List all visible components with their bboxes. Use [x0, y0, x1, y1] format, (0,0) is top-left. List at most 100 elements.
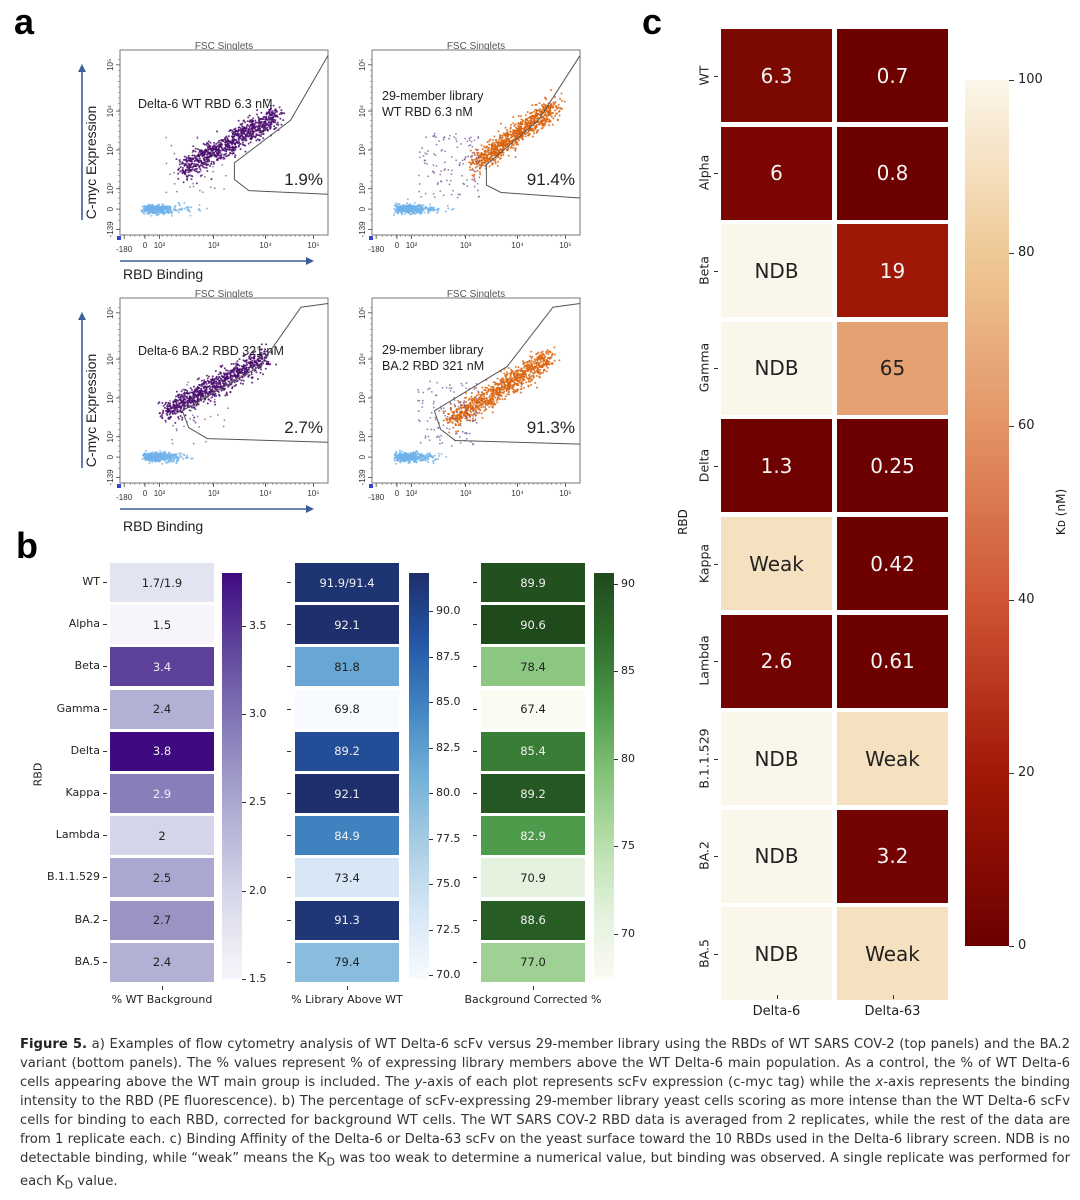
colorbar	[409, 573, 429, 979]
row-tick	[473, 750, 477, 752]
kd-heatmap-cell: 3.2	[837, 809, 948, 903]
cell-value: 1.7/1.9	[141, 575, 183, 590]
scattered-events	[165, 136, 227, 194]
colorbar-tick	[614, 758, 618, 760]
heatmap-cell: 73.4	[295, 858, 399, 898]
row-label: B.1.1.529	[46, 870, 100, 884]
colorbar-tick	[1009, 253, 1014, 255]
cell-value: Weak	[865, 746, 920, 771]
scattered-events	[417, 132, 481, 199]
x-tick-label: 10³	[208, 489, 220, 498]
row-label: BA.5	[74, 954, 100, 968]
cell-value: 77.0	[520, 955, 546, 970]
x-tick-label: 10²	[154, 241, 166, 250]
cell-value: 3.2	[876, 844, 909, 869]
kd-heatmap-cell: 0.42	[837, 517, 948, 610]
colorbar-tick-label: 100	[1018, 72, 1043, 87]
colorbar-tick	[1009, 426, 1014, 428]
row-tick	[287, 666, 291, 668]
colorbar-tick	[429, 702, 433, 704]
y-tick-label: 10³	[106, 144, 115, 156]
caption-text: a) Examples of flow cytometry analysis o…	[20, 1037, 1070, 1090]
cell-value: 81.8	[334, 659, 360, 674]
heatmap-x-label: % Library Above WT	[291, 993, 403, 1006]
axis-marker	[369, 484, 373, 488]
row-tick	[287, 582, 291, 583]
heatmap-cell: 2.7	[110, 900, 214, 940]
colorbar-tick	[1009, 946, 1014, 947]
row-tick	[714, 856, 718, 858]
negative-population	[393, 198, 455, 217]
row-label: BA.5	[696, 938, 712, 968]
row-label: Delta	[696, 448, 712, 483]
x-tick-label: 10⁴	[511, 241, 524, 250]
colorbar-tick-label: 40	[1018, 591, 1035, 607]
row-label: WT	[82, 575, 100, 588]
colorbar-tick	[1009, 599, 1014, 601]
row-label: Alpha	[68, 617, 100, 631]
panel-label-b: b	[16, 525, 38, 566]
y-arrow-head-icon	[78, 312, 86, 320]
cell-value: 0.42	[870, 551, 915, 576]
y-tick-label: 10⁵	[358, 59, 367, 71]
cell-value: 2.7	[152, 913, 172, 928]
y-tick-label: 10²	[106, 183, 115, 195]
colorbar-tick	[1009, 772, 1014, 774]
y-tick-label: 10³	[358, 392, 367, 404]
kd-heatmap-cell: 0.25	[837, 419, 948, 513]
colorbar-tick	[242, 714, 246, 716]
colorbar-tick-label: 75	[621, 839, 635, 852]
row-tick	[287, 919, 291, 921]
row-label: Gamma	[696, 343, 712, 393]
y-axis-label: RBD	[675, 509, 690, 535]
cell-value: 67.4	[520, 702, 546, 717]
row-tick	[473, 835, 477, 837]
x-tick	[533, 986, 534, 990]
cell-value: 65	[879, 356, 906, 381]
x-axis-label: RBD Binding	[123, 518, 203, 534]
row-tick	[103, 793, 107, 794]
x-tick-label: 10³	[208, 241, 220, 250]
y-axis-label: C-myc Expression	[83, 106, 99, 220]
x-tick-label: 10²	[406, 489, 418, 498]
colorbar-tick-label: 90.0	[436, 604, 461, 618]
colorbar-tick-label: 20	[1018, 764, 1035, 780]
figure-caption: Figure 5. a) Examples of flow cytometry …	[20, 1035, 1070, 1194]
gate-outline	[181, 303, 329, 443]
x-tick-label: -180	[368, 493, 385, 502]
kd-heatmap-cell: Weak	[837, 712, 948, 806]
kd-heatmap-cell: NDB	[721, 907, 832, 1001]
heatmap-cell: 3.4	[110, 647, 214, 687]
y-tick-label: 10⁴	[106, 104, 115, 117]
cell-value: 3.8	[152, 744, 172, 759]
heatmap-cell: 81.8	[295, 647, 399, 687]
x-arrow-head-icon	[306, 505, 314, 513]
colorbar-tick	[429, 884, 433, 886]
row-tick	[103, 624, 107, 626]
x-tick-label: 10⁵	[307, 489, 319, 498]
colorbar	[222, 573, 242, 979]
cell-value: 2.6	[760, 649, 793, 674]
colorbar-tick	[614, 846, 618, 847]
colorbar-tick	[242, 802, 246, 804]
cell-value: 88.6	[520, 913, 546, 928]
y-tick-label: 10²	[106, 431, 115, 443]
kd-heatmap-cell: 1.3	[721, 419, 832, 513]
cell-value: 89.2	[520, 786, 546, 801]
colorbar-tick	[429, 656, 433, 658]
cell-value: 1.5	[152, 617, 172, 632]
x-tick-label: 10⁴	[511, 489, 524, 498]
cell-value: 69.8	[334, 702, 360, 717]
kd-heatmap-cell: 2.6	[721, 614, 832, 708]
cell-value: NDB	[754, 356, 799, 381]
heatmap-x-label: % WT Background	[111, 993, 213, 1006]
y-tick-label: -139	[358, 221, 367, 238]
colorbar-tick-label: 85.0	[436, 695, 461, 709]
cell-value: 92.1	[334, 786, 360, 801]
cell-value: 1.3	[760, 453, 793, 478]
caption-text: -axis represents the binding intensity t…	[20, 1075, 1070, 1166]
x-tick	[776, 995, 778, 999]
gate-percent: 2.7%	[284, 418, 323, 437]
row-tick	[714, 368, 718, 370]
cell-value: 2.5	[152, 870, 172, 885]
